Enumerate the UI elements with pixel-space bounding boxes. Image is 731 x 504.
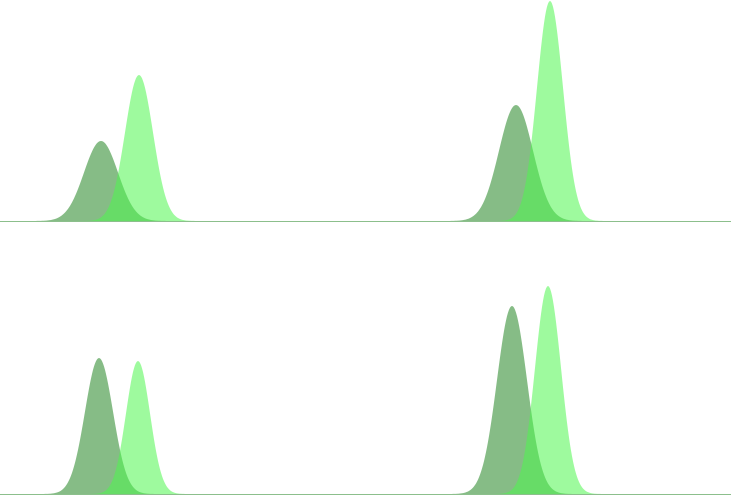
peak-area-top-series1-peak2 bbox=[414, 105, 618, 221]
peak-area-top-series2-peak1 bbox=[55, 75, 223, 221]
chart-panel-bottom bbox=[0, 286, 731, 495]
peak-area-bottom-series2-peak1 bbox=[66, 361, 210, 494]
peak-area-bottom-series1-peak1 bbox=[15, 358, 183, 494]
chart-panel-top bbox=[0, 1, 731, 222]
peak-area-top-series1-peak1 bbox=[0, 141, 203, 221]
peak-area-top-series2-peak2 bbox=[472, 1, 628, 221]
peak-area-bottom-series2-peak2 bbox=[470, 286, 626, 494]
peak-area-bottom-series1-peak2 bbox=[422, 306, 602, 494]
